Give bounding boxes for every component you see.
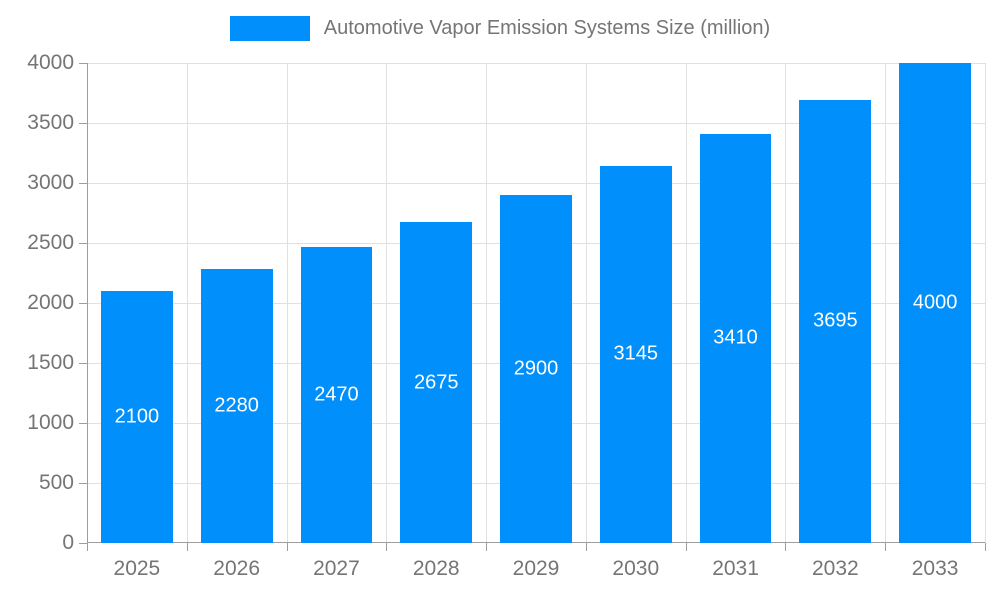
- x-axis-tick-label: 2032: [811, 557, 859, 580]
- y-axis-tick-label: 3500: [27, 111, 74, 134]
- y-axis-tick: [79, 483, 87, 484]
- x-axis-tick-label: 2030: [612, 557, 660, 580]
- y-axis-tick: [79, 243, 87, 244]
- bar[interactable]: [500, 195, 572, 543]
- x-axis-tick-label: 2031: [712, 557, 759, 580]
- gridline-vertical: [585, 63, 587, 543]
- bar-value-label: 2675: [413, 371, 459, 393]
- bar[interactable]: [300, 246, 373, 543]
- x-axis-tick: [985, 543, 986, 551]
- gridline-vertical: [985, 63, 986, 543]
- plot-area: 0 500 1000 1500 2000 2500 3000 3500 4000 2100 2025…: [27, 51, 986, 580]
- gridline-horizontal: [87, 183, 985, 184]
- bar-value-label: 2100: [114, 405, 160, 428]
- y-axis-tick-label: 1500: [27, 351, 74, 374]
- legend-item[interactable]: Automotive Vapor Emission Systems Size (…: [0, 16, 1000, 41]
- y-axis-tick: [79, 363, 87, 364]
- bar[interactable]: [200, 269, 273, 543]
- bar[interactable]: [400, 222, 473, 543]
- x-axis-tick-label: 2025: [113, 557, 161, 580]
- y-axis-tick: [79, 303, 87, 304]
- gridline-vertical: [486, 63, 488, 543]
- gridline-vertical: [885, 63, 887, 543]
- gridline-vertical: [186, 63, 188, 543]
- legend-swatch-icon: [229, 16, 310, 41]
- y-axis-tick: [79, 423, 87, 424]
- bar-value-label: 3410: [713, 326, 758, 349]
- gridline-vertical: [386, 63, 388, 543]
- x-axis-tick: [585, 543, 587, 551]
- gridline-horizontal: [87, 63, 985, 64]
- legend-label: Automotive Vapor Emission Systems Size (…: [323, 17, 771, 39]
- y-axis-tick-label: 500: [38, 471, 74, 494]
- gridline-horizontal: [87, 123, 985, 124]
- y-axis-tick-label: 0: [62, 531, 74, 554]
- bar-value-label: 2470: [314, 383, 359, 406]
- gridline-vertical: [785, 63, 787, 543]
- y-axis-tick: [79, 63, 87, 64]
- x-axis-tick-label: 2033: [911, 557, 959, 580]
- x-axis-tick-label: 2029: [512, 557, 560, 580]
- y-axis-tick-label: 3000: [27, 171, 74, 194]
- bar[interactable]: [599, 165, 672, 543]
- bar-value-label: 2280: [214, 394, 259, 417]
- y-axis-tick-label: 2500: [27, 231, 74, 254]
- x-axis-tick: [386, 543, 388, 551]
- gridline-vertical: [685, 63, 687, 543]
- bar[interactable]: [699, 133, 772, 543]
- x-axis-tick-label: 2028: [412, 557, 460, 580]
- x-axis-tick: [186, 543, 188, 551]
- bar[interactable]: [799, 99, 872, 543]
- bar[interactable]: [899, 63, 972, 543]
- bar-value-label: 3695: [813, 309, 858, 332]
- y-axis-tick-label: 2000: [27, 291, 74, 314]
- x-axis-tick: [885, 543, 887, 551]
- bar-value-label: 4000: [912, 291, 958, 314]
- gridline-vertical: [286, 63, 288, 543]
- y-axis-tick: [79, 123, 87, 124]
- y-axis-tick-label: 4000: [27, 51, 74, 74]
- x-axis-tick: [486, 543, 488, 551]
- y-axis-line: [87, 63, 88, 543]
- bar[interactable]: [100, 291, 173, 543]
- y-axis-tick-label: 1000: [27, 411, 74, 434]
- x-axis-tick: [685, 543, 687, 551]
- bar-value-label: 2900: [513, 357, 559, 380]
- x-axis-tick: [87, 543, 88, 551]
- x-axis-tick-label: 2027: [313, 557, 360, 580]
- x-axis-tick-label: 2026: [213, 557, 261, 580]
- x-axis-tick: [286, 543, 288, 551]
- x-axis-tick: [785, 543, 787, 551]
- y-axis-tick: [79, 183, 87, 184]
- y-axis-tick: [79, 543, 87, 544]
- bar-value-label: 3145: [613, 342, 659, 365]
